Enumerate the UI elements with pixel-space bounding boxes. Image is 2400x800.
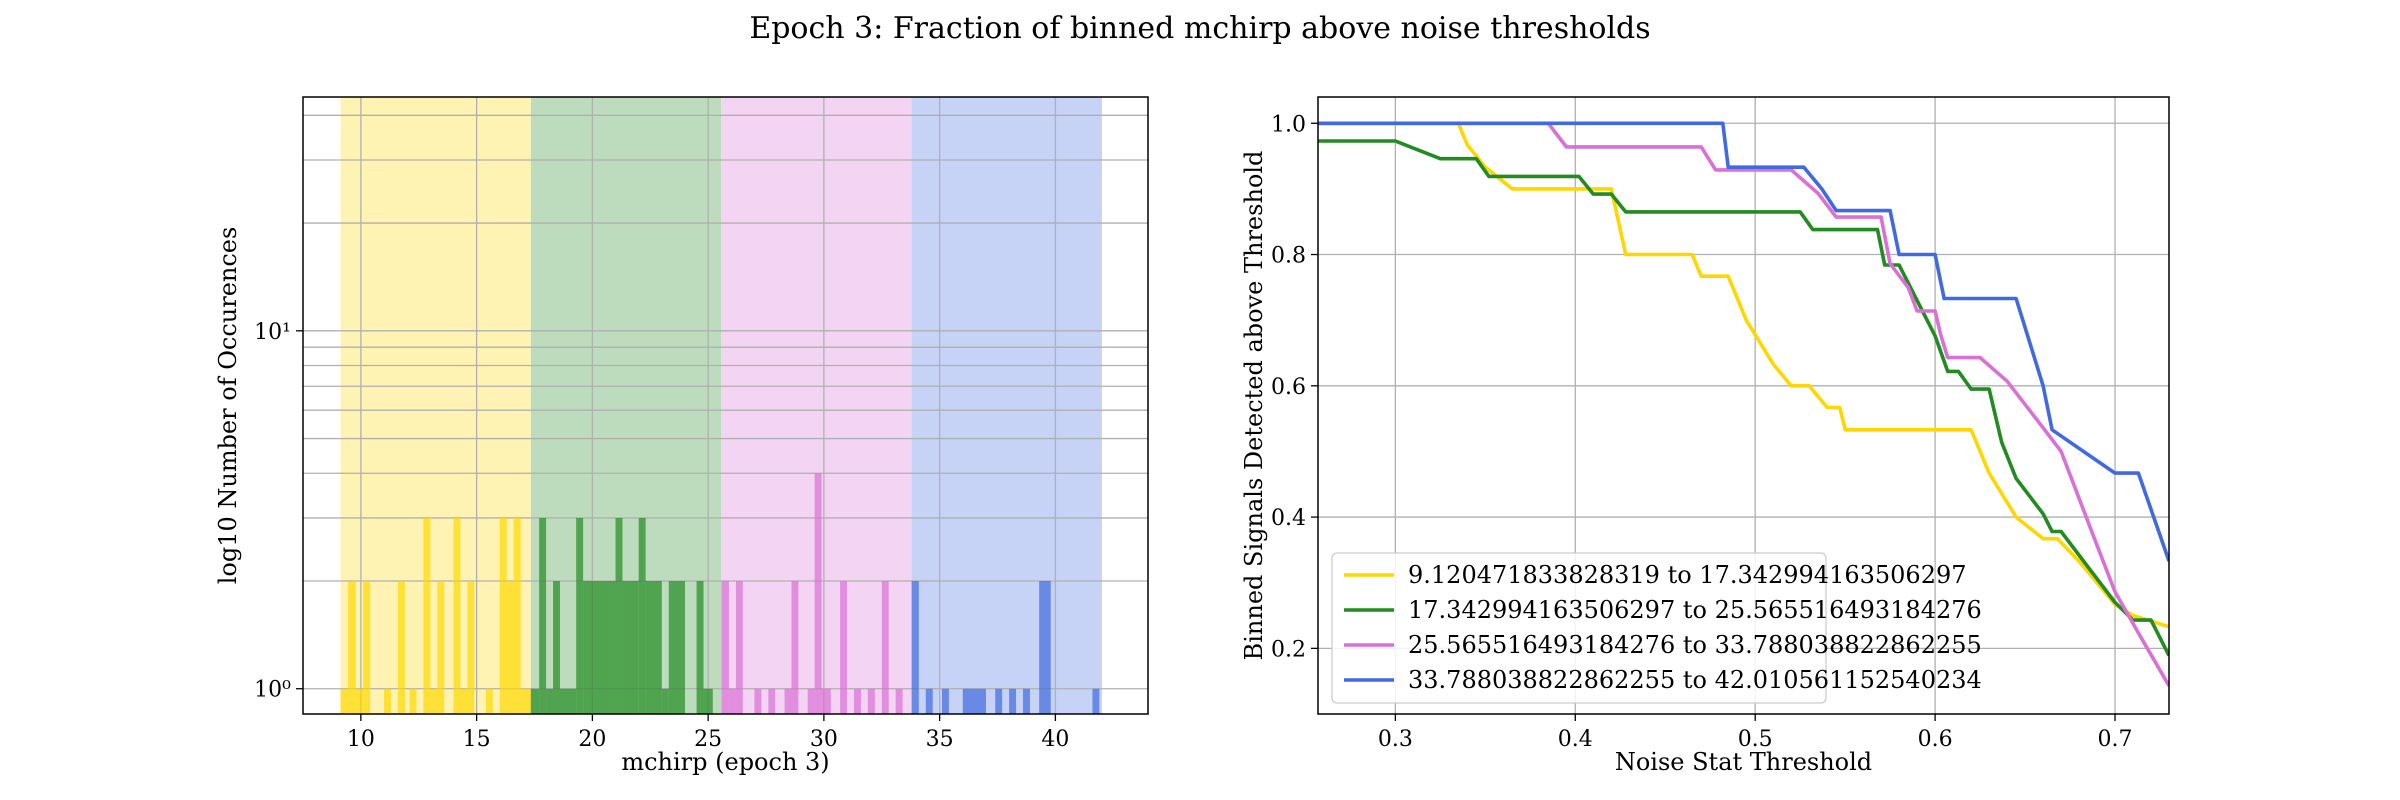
line-y-tick-label: 1.0 — [1271, 112, 1306, 137]
histogram-bar — [925, 688, 933, 714]
line-x-tick-label: 0.4 — [1558, 727, 1593, 752]
line-y-tick-label: 0.6 — [1271, 375, 1306, 400]
threshold-line-chart: 0.3 0.4 0.5 0.6 0.7 0.2 0.4 0.6 0.8 1.0 Noise Sta… — [1240, 96, 2170, 776]
histogram-x-tick-label: 30 — [810, 727, 838, 752]
histogram-bar — [453, 517, 461, 714]
line-x-tick-label: 0.7 — [2098, 727, 2133, 752]
histogram-bar — [615, 517, 623, 714]
histogram-axes-frame — [302, 96, 1149, 715]
histogram-bar — [703, 688, 713, 714]
histogram-bar — [340, 688, 349, 714]
histogram-bar — [559, 688, 577, 714]
line-y-tick-label: 0.4 — [1271, 506, 1306, 531]
line-y-tick-label: 0.8 — [1271, 244, 1306, 269]
histogram-bar — [499, 517, 507, 714]
histogram-bar — [546, 688, 554, 714]
histogram-bar — [735, 580, 743, 714]
histogram-bar — [409, 688, 417, 714]
histogram-bar — [895, 688, 903, 714]
histogram-bar — [397, 580, 405, 714]
histogram-bar — [853, 688, 861, 714]
histogram-bar — [530, 688, 540, 714]
legend: 9.120471833828319 to 17.342994163506297 1… — [1331, 552, 1982, 704]
histogram-y-tick-label: 10¹ — [254, 320, 291, 345]
histogram-bar — [506, 580, 514, 714]
histogram-bar — [485, 688, 493, 714]
figure-title: Epoch 3: Fraction of binned mchirp above… — [749, 11, 1650, 46]
histogram-bar — [1022, 688, 1030, 714]
histogram-x-tick-label: 40 — [1041, 727, 1069, 752]
histogram-x-tick-label: 20 — [578, 727, 606, 752]
histogram-bar — [363, 580, 371, 714]
bin-range-band-1 — [340, 97, 531, 714]
histogram-bar — [430, 688, 438, 714]
histogram-bar — [645, 580, 662, 714]
histogram-bar — [520, 688, 531, 714]
series-line-2 — [1318, 139, 2169, 657]
legend-label-3: 25.565516493184276 to 33.788038822862255 — [1408, 631, 1982, 659]
line-y-axis-label: Binned Signals Detected above Threshold — [1240, 151, 1268, 661]
histogram-y-axis-label: log10 Number of Occurences — [214, 227, 242, 585]
histogram-bar — [728, 688, 736, 714]
histogram-bar — [1092, 688, 1100, 714]
histogram-x-tick-label: 10 — [347, 727, 375, 752]
histogram-bar — [867, 688, 875, 714]
histogram-x-tick-label: 35 — [926, 727, 954, 752]
bin-range-band-4 — [911, 97, 1102, 714]
histogram-bar — [784, 688, 792, 714]
line-x-tick-label: 0.6 — [1918, 727, 1953, 752]
histogram-bar — [814, 473, 822, 714]
histogram-bar — [1039, 580, 1051, 714]
histogram-bar — [460, 688, 468, 714]
histogram-bar — [384, 688, 391, 714]
series-line-4 — [1318, 121, 2169, 562]
histogram-bar — [513, 517, 521, 714]
histogram-bar — [539, 517, 547, 714]
histogram-bar — [941, 688, 949, 714]
histogram-bar — [754, 688, 762, 714]
histogram-bar — [911, 580, 919, 714]
histogram-bar — [553, 580, 560, 714]
histogram-bar — [768, 688, 776, 714]
series-line-3 — [1318, 121, 2169, 687]
histogram-x-tick-label: 15 — [463, 727, 491, 752]
legend-label-2: 17.342994163506297 to 25.565516493184276 — [1408, 596, 1982, 624]
histogram-bar — [840, 580, 848, 714]
series-line-1 — [1318, 121, 2169, 629]
histogram-bar — [696, 580, 704, 714]
histogram-bar — [668, 580, 685, 714]
histogram-bar — [355, 688, 364, 714]
histogram-bar — [791, 580, 799, 714]
line-x-tick-label: 0.3 — [1378, 727, 1413, 752]
histogram-bar — [661, 688, 669, 714]
histogram-bar — [881, 580, 889, 714]
legend-box — [1331, 552, 1827, 704]
histogram-bar — [467, 580, 475, 714]
histogram-bar — [437, 580, 445, 714]
legend-label-1: 9.120471833828319 to 17.342994163506297 — [1408, 561, 1967, 589]
histogram-bar — [1009, 688, 1017, 714]
legend-label-4: 33.788038822862255 to 42.010561152540234 — [1408, 666, 1982, 694]
histogram-bar — [576, 517, 584, 714]
histogram-bar — [821, 688, 831, 714]
histogram-bar — [583, 580, 616, 714]
histogram-bar — [721, 580, 729, 714]
histogram-bar — [638, 517, 646, 714]
histogram-bar — [995, 688, 1003, 714]
histogram-bar — [348, 580, 356, 714]
histogram-bar — [962, 688, 986, 714]
histogram-y-tick-label: 10⁰ — [254, 678, 291, 703]
histogram-bar — [622, 580, 639, 714]
histogram-x-axis-label: mchirp (epoch 3) — [621, 748, 829, 776]
histogram-x-tick-label: 25 — [694, 727, 722, 752]
line-x-tick-label: 0.5 — [1738, 727, 1773, 752]
histogram-bar — [423, 517, 431, 714]
histogram-bar — [807, 688, 815, 714]
line-y-tick-label: 0.2 — [1271, 637, 1306, 662]
line-axes-frame — [1317, 96, 2170, 715]
histogram-chart: 10 15 20 25 30 35 40 10⁰ 10¹ mchirp (epoch 3) lo… — [214, 96, 1149, 776]
line-x-axis-label: Noise Stat Threshold — [1615, 748, 1872, 776]
